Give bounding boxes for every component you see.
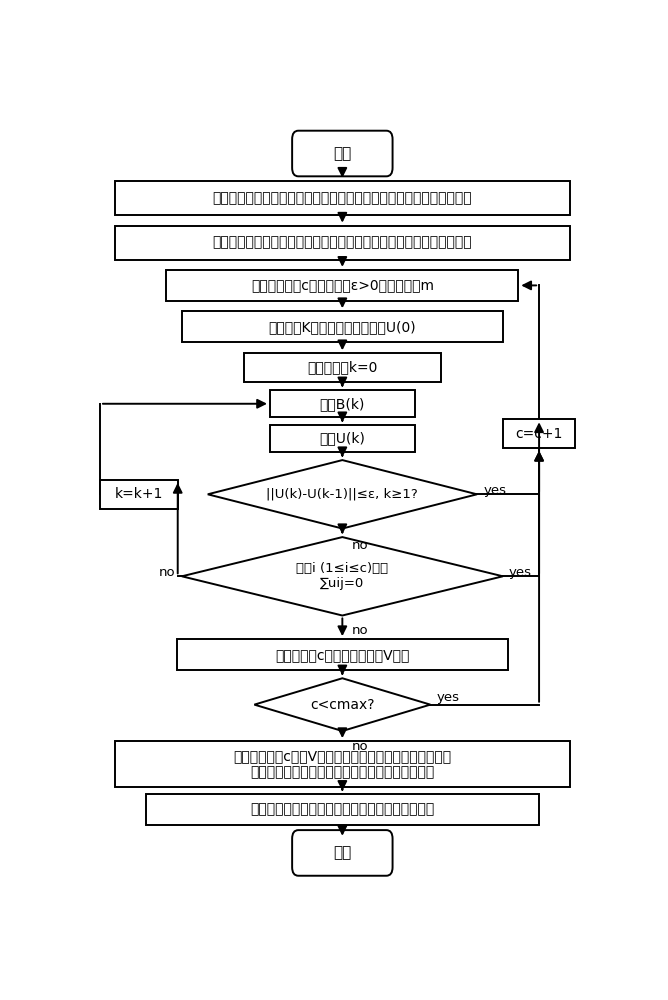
- Bar: [270, 425, 415, 452]
- Text: 存在i (1≤i≤c)使得
∑uij=0: 存在i (1≤i≤c)使得 ∑uij=0: [297, 562, 388, 590]
- Text: yes: yes: [437, 691, 460, 704]
- Bar: [244, 353, 441, 382]
- Text: c=c+1: c=c+1: [516, 427, 562, 441]
- Text: yes: yes: [509, 566, 532, 579]
- Bar: [166, 270, 518, 301]
- Text: 整合光伏发电单元内外特性参数，将光伏发电单元聚类参数取值标准化: 整合光伏发电单元内外特性参数，将光伏发电单元聚类参数取值标准化: [212, 236, 472, 250]
- Text: 获取各个光伏发电单元的动态输出特性曲线，读取动态外特性聚类参数: 获取各个光伏发电单元的动态输出特性曲线，读取动态外特性聚类参数: [212, 191, 472, 205]
- Text: k=k+1: k=k+1: [115, 487, 163, 501]
- Text: 通过相对误差计算公式，对多机等值模型进行评价: 通过相对误差计算公式，对多机等值模型进行评价: [250, 802, 434, 816]
- Polygon shape: [182, 537, 503, 616]
- Text: 开始: 开始: [333, 146, 351, 161]
- FancyBboxPatch shape: [292, 131, 393, 176]
- Bar: [270, 390, 415, 417]
- Bar: [115, 741, 570, 787]
- Text: 计算聚类数c下的有效性指标V的值: 计算聚类数c下的有效性指标V的值: [275, 648, 409, 662]
- Text: 计算矩阵K，初始化隶属度矩阵U(0): 计算矩阵K，初始化隶属度矩阵U(0): [269, 320, 416, 334]
- Text: 设置聚类个数c，收敛精度ε>0及模糊系数m: 设置聚类个数c，收敛精度ε>0及模糊系数m: [251, 278, 434, 292]
- Text: yes: yes: [483, 484, 506, 497]
- Text: 结束: 结束: [333, 845, 351, 860]
- Polygon shape: [255, 678, 430, 731]
- Text: 比较不同聚类c下的V值，确定最佳聚类数，依据最佳聚类
数下的隶属度矩阵确定光伏发电单元聚类分群结果: 比较不同聚类c下的V值，确定最佳聚类数，依据最佳聚类 数下的隶属度矩阵确定光伏发…: [233, 749, 452, 779]
- Bar: [115, 226, 570, 260]
- Polygon shape: [208, 460, 477, 529]
- Text: c<cmax?: c<cmax?: [310, 698, 375, 712]
- Bar: [176, 639, 508, 670]
- Text: ||U(k)-U(k-1)||≤ε, k≥1?: ||U(k)-U(k-1)||≤ε, k≥1?: [267, 488, 418, 501]
- Text: no: no: [351, 624, 368, 637]
- Text: no: no: [351, 539, 368, 552]
- Text: 令迭代次数k=0: 令迭代次数k=0: [307, 360, 377, 374]
- Bar: [182, 311, 503, 342]
- Text: 计算U(k): 计算U(k): [319, 432, 365, 446]
- Text: no: no: [159, 566, 176, 579]
- Bar: [146, 794, 539, 825]
- Bar: [100, 480, 178, 509]
- Bar: [503, 419, 575, 448]
- Text: no: no: [351, 740, 368, 753]
- FancyBboxPatch shape: [292, 830, 393, 876]
- Text: 计算B(k): 计算B(k): [320, 397, 365, 411]
- Bar: [115, 181, 570, 215]
